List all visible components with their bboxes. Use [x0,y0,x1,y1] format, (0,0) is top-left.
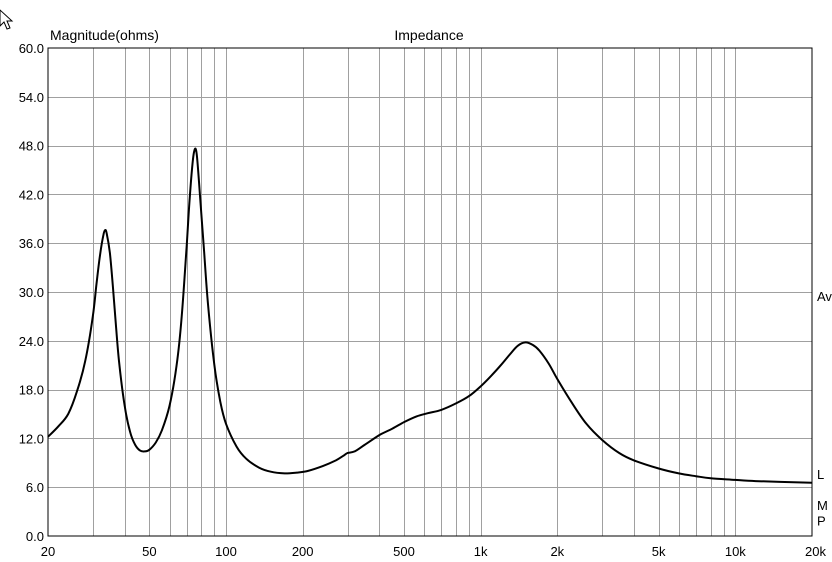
y-tick-label: 42.0 [19,187,44,202]
y-tick-label: 12.0 [19,431,44,446]
y-tick-label: 24.0 [19,334,44,349]
right-marker-label: Av [817,289,832,304]
plot-frame [47,47,813,537]
x-tick-label: 500 [393,544,415,559]
x-tick-label: 100 [215,544,237,559]
y-tick-label: 30.0 [19,285,44,300]
y-tick-label: 36.0 [19,236,44,251]
y-tick-label: 18.0 [19,383,44,398]
mouse-cursor-icon [0,9,14,30]
y-tick-label: 60.0 [19,41,44,56]
right-markers: Av L MP [817,289,832,528]
x-tick-label: 200 [292,544,314,559]
right-marker-label: P [817,514,826,529]
impedance-series-line [47,147,813,484]
x-axis-ticks: 20 50 100 200 500 1k 2k 5k 10k 20k [41,544,827,559]
y-tick-label: 0.0 [26,529,44,544]
y-tick-label: 54.0 [19,90,44,105]
x-tick-label: 20k [805,544,826,559]
y-tick-label: 6.0 [26,480,44,495]
chart-title: Impedance [394,27,463,43]
grid [48,48,812,536]
x-tick-label: 20 [41,544,55,559]
y-axis-ticks: 0.0 6.0 12.0 18.0 24.0 30.0 36.0 42.0 48.0 54.0 60… [19,41,44,544]
y-tick-label: 48.0 [19,139,44,154]
y-axis-label: Magnitude(ohms) [50,27,159,43]
x-tick-label: 10k [725,544,746,559]
x-tick-label: 5k [652,544,666,559]
right-marker-label: L [817,467,824,482]
x-tick-label: 50 [142,544,156,559]
x-tick-label: 1k [474,544,488,559]
x-tick-label: 2k [550,544,564,559]
right-marker-label: M [817,498,828,513]
